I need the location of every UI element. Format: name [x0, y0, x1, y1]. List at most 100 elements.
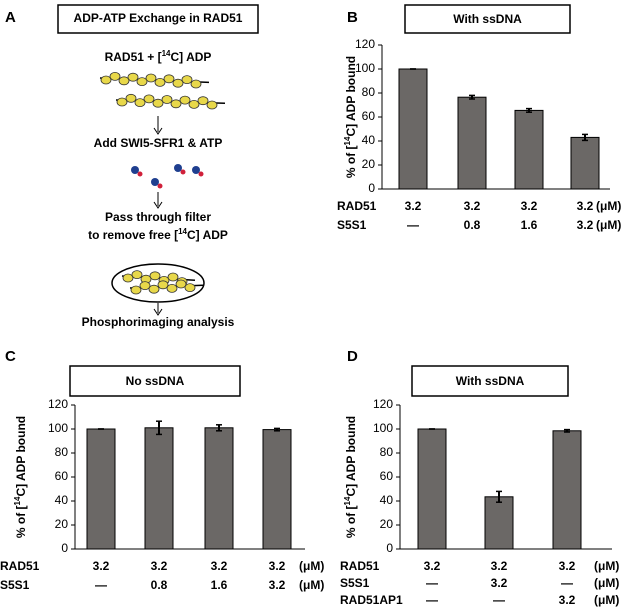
filaments [99, 72, 226, 110]
row-value: 3.2 [269, 559, 286, 573]
error-bar [274, 427, 280, 432]
bar [484, 496, 514, 550]
row-value: 3.2 [521, 199, 538, 213]
row-label: S5S1 [340, 576, 370, 590]
label-sup: 14 [343, 136, 352, 145]
rad51 [154, 78, 166, 87]
row-value: 0.8 [464, 218, 481, 232]
arrow-head [153, 201, 163, 209]
row-value: — [561, 576, 573, 590]
row-unit: (μM) [594, 559, 619, 573]
y-tick-label: 60 [362, 109, 376, 123]
bar [570, 136, 600, 190]
row-label: RAD51 [0, 559, 40, 573]
step-text: to remove free [14C] ADP [88, 227, 228, 242]
panel-letter: D [347, 348, 358, 365]
rad51 [206, 100, 218, 110]
row-value: 3.2 [405, 199, 422, 213]
bar [514, 109, 544, 190]
rad51 [172, 78, 184, 88]
row-value: 3.2 [151, 559, 168, 573]
step-text: RAD51 + [14C] ADP [105, 49, 212, 64]
rad51 [197, 96, 209, 106]
bar [204, 427, 234, 550]
y-tick-label: 60 [55, 469, 69, 483]
rad51 [122, 273, 134, 283]
y-tick-label: 100 [48, 421, 68, 435]
row-value: — [95, 578, 107, 592]
rad51 [184, 283, 196, 293]
chart-title: With ssDNA [456, 374, 525, 388]
rad51 [170, 99, 182, 109]
step-text: Pass through filter [105, 210, 211, 224]
row-label: RAD51 [337, 199, 377, 213]
rad51 [161, 95, 173, 104]
rad51 [127, 72, 139, 82]
label-part: C] ADP bound [344, 56, 358, 137]
y-tick-label: 60 [380, 469, 394, 483]
rad51 [148, 284, 160, 294]
row-unit: (μM) [299, 578, 324, 592]
row-unit: (μM) [596, 199, 621, 213]
rad51 [188, 100, 200, 109]
row-value: 3.2 [491, 576, 508, 590]
title-box [404, 4, 571, 34]
arrow-head [153, 308, 163, 316]
panel-title: ADP-ATP Exchange in RAD51 [74, 11, 243, 25]
row-value: 3.2 [577, 218, 594, 232]
row-label: RAD51 [340, 559, 380, 573]
rad51 [143, 94, 155, 104]
y-tick-label: 120 [48, 397, 68, 411]
bar [398, 68, 428, 190]
rad51 [130, 285, 142, 295]
y-tick-label: 20 [55, 517, 69, 531]
row-value: 0.8 [151, 578, 168, 592]
bar [262, 429, 292, 550]
filter-filaments [121, 270, 204, 295]
rad51 [175, 279, 187, 289]
rad51 [131, 270, 143, 280]
rad51 [136, 77, 148, 86]
row-value: 3.2 [559, 593, 576, 607]
label-sup: 14 [343, 496, 352, 505]
error-bar [564, 428, 570, 433]
rad51 [152, 98, 164, 108]
y-tick-label: 40 [380, 493, 394, 507]
label-part: C] ADP bound [14, 416, 28, 497]
panel-letter: B [347, 9, 358, 26]
chart-title: With ssDNA [453, 12, 522, 26]
rad51 [118, 76, 130, 86]
row-value: 1.6 [521, 218, 538, 232]
error-bar [469, 94, 475, 100]
title-box [57, 4, 259, 34]
rad51 [167, 272, 179, 282]
bar [144, 427, 174, 550]
row-value: 3.2 [269, 578, 286, 592]
row-value: 3.2 [577, 199, 594, 213]
label-part: % of [ [344, 145, 358, 178]
bar [417, 428, 447, 550]
chart-title: No ssDNA [126, 374, 185, 388]
rad51 [190, 79, 202, 89]
y-tick-label: 100 [373, 421, 393, 435]
error-bar [156, 420, 162, 436]
y-tick-label: 0 [61, 541, 68, 555]
error-bar [496, 490, 502, 503]
label-sup: 14 [13, 496, 22, 505]
row-value: 1.6 [211, 578, 228, 592]
step-text: Phosphorimaging analysis [82, 315, 235, 329]
y-tick-label: 100 [355, 61, 375, 75]
y-tick-label: 80 [380, 445, 394, 459]
rad51 [149, 271, 161, 281]
rad51 [163, 74, 175, 84]
y-tick-label: 120 [373, 397, 393, 411]
title-box [69, 365, 241, 397]
y-tick-label: 120 [355, 37, 375, 51]
step-text: Add SWI5-SFR1 & ATP [94, 136, 223, 150]
rad51 [116, 97, 128, 107]
arrow-head [153, 127, 163, 135]
rad51 [139, 281, 151, 291]
y-tick-label: 0 [386, 541, 393, 555]
row-value: 3.2 [93, 559, 110, 573]
panel-a: A ADP-ATP Exchange in RAD51 RAD51 + [14C… [5, 4, 259, 329]
